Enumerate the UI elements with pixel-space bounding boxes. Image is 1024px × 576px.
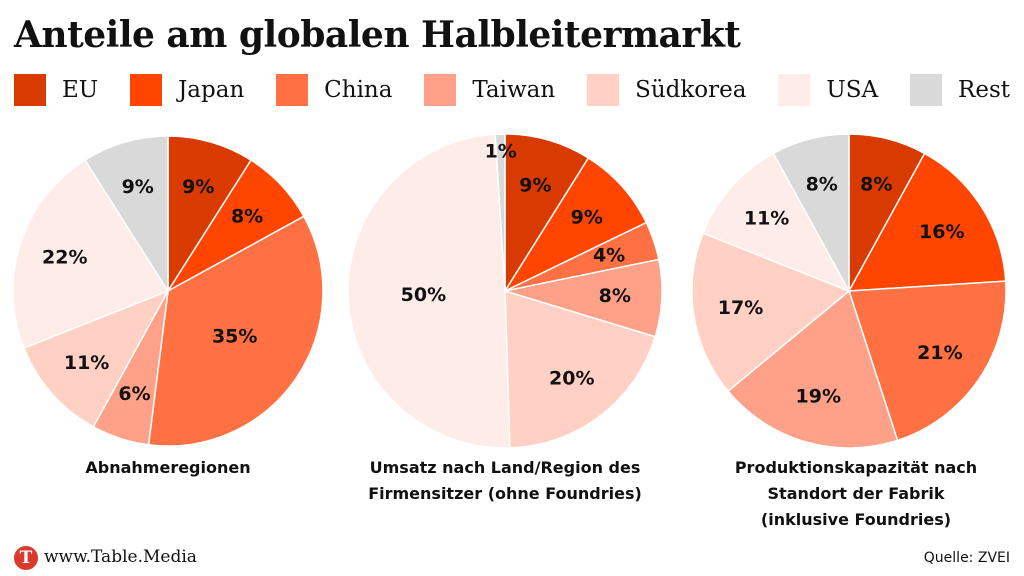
legend-label-china: China [324,77,393,103]
caption-pie-3: Produktionskapazität nach Standort der F… [696,455,1016,533]
pie-2-label-japan: 9% [571,207,603,229]
pie-3-label-china: 21% [917,342,962,364]
legend-item-eu: EU [14,74,98,106]
legend-swatch-taiwan [424,74,457,106]
pie-2-slice-japan [502,156,648,293]
caption-line: Firmensitzer (ohne Foundries) [368,484,642,503]
pie-3-label-taiwan: 19% [796,386,841,408]
pie-2-slice-suedkorea [504,289,657,449]
legend-swatch-rest [910,74,943,106]
pie-2-label-china: 4% [593,245,625,267]
footer-site-link[interactable]: www.Table.Media [44,547,197,567]
pie-1-slice-china [147,215,324,447]
pie-1-slice-usa [12,159,170,350]
pie-1-slice-eu [167,135,253,294]
pie-1-label-usa: 22% [42,247,87,269]
pie-1-label-rest: 9% [122,176,154,198]
legend: EU Japan China Taiwan Südkorea USA Rest [14,74,1010,106]
pie-2-label-eu: 9% [519,174,551,196]
legend-label-japan: Japan [178,77,245,103]
caption-line: Standort der Fabrik [767,484,945,503]
pie-1-slice-suedkorea [22,289,170,428]
pie-1-slice-rest [83,135,169,294]
legend-label-suedkorea: Südkorea [635,77,747,103]
pie-1-label-suedkorea: 11% [64,352,109,374]
pie-3-slice-rest [772,133,850,292]
pie-2-slice-eu [504,133,590,294]
pie-3-label-eu: 8% [860,174,892,196]
legend-item-suedkorea: Südkorea [587,74,746,106]
caption-line: (inklusive Foundries) [760,510,952,529]
pie-1-label-japan: 8% [231,206,263,228]
pie-3-label-rest: 8% [806,174,838,196]
legend-swatch-japan [130,74,163,106]
caption-line: Produktionskapazität nach [734,458,978,477]
legend-swatch-usa [778,74,811,106]
legend-item-taiwan: Taiwan [424,74,555,106]
pie-2-label-suedkorea: 20% [549,367,594,389]
pie-2-slice-usa [347,133,511,449]
legend-swatch-suedkorea [587,74,620,106]
legend-item-japan: Japan [130,74,244,106]
pie-1-label-eu: 9% [182,176,214,198]
pie-3-slice-usa [702,152,851,293]
chart-title: Anteile am globalen Halbleitermarkt [14,14,741,56]
legend-item-usa: USA [778,74,878,106]
pie-3-slice-japan [847,152,1007,292]
legend-item-rest: Rest [910,74,1010,106]
pie-3-slice-suedkorea [691,232,851,393]
footer-source: Quelle: ZVEI [923,550,1010,566]
pie-1-label-taiwan: 6% [118,383,150,405]
pie-2-slice-rest [494,133,506,292]
legend-label-rest: Rest [958,77,1010,103]
pie-3-label-usa: 11% [744,207,789,229]
pie-3-label-japan: 16% [919,221,964,243]
pie-2-label-rest: 1% [485,140,517,162]
pie-2-label-usa: 50% [401,284,446,306]
table-media-logo-icon: T [14,546,38,570]
legend-label-usa: USA [826,77,879,103]
legend-label-eu: EU [62,77,99,103]
pie-3-slice-china [847,280,1007,442]
caption-pie-2: Umsatz nach Land/Region des Firmensitzer… [345,455,665,507]
pie-3-slice-taiwan [726,289,899,449]
pie-1-label-china: 35% [212,325,257,347]
caption-line: Umsatz nach Land/Region des [369,458,641,477]
legend-swatch-eu [14,74,46,106]
pie-2-label-taiwan: 8% [599,285,631,307]
legend-item-china: China [276,74,392,106]
pie-3-label-suedkorea: 17% [718,297,763,319]
legend-swatch-china [276,74,309,106]
caption-pie-1: Abnahmeregionen [8,455,328,481]
caption-line: Abnahmeregionen [85,458,251,477]
legend-label-taiwan: Taiwan [472,77,556,103]
